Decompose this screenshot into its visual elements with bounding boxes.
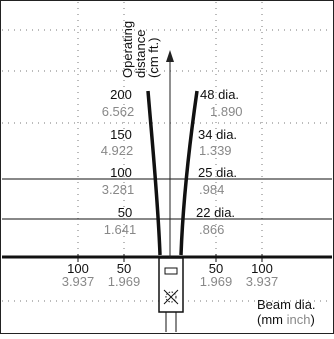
- axis-arrowhead: [166, 50, 174, 62]
- diameter-inch-48: 1.890: [210, 104, 243, 119]
- photoelectric-sensor-icon: [158, 257, 184, 332]
- x-title-line-2: (mm inch): [257, 312, 315, 327]
- beam-edge-right: [179, 90, 199, 256]
- scale-right-mm-100: 100: [251, 261, 273, 276]
- scale-ticks: [77, 254, 263, 262]
- scale-left-inch-50: 1.969: [108, 274, 141, 289]
- y-title-line-1: Operating: [120, 21, 135, 78]
- distance-cm-50: 50: [118, 205, 132, 220]
- distance-ft-150: 4.922: [101, 143, 134, 158]
- scale-left-inch-100: 3.937: [62, 274, 95, 289]
- distance-ft-100: 3.281: [102, 182, 135, 197]
- diameter-mm-22: 22 dia.: [196, 205, 235, 220]
- scale-left-mm-100: 100: [67, 261, 89, 276]
- y-title-line-2: distance: [133, 30, 148, 78]
- diameter-inch-34: 1.339: [199, 143, 232, 158]
- diameter-inch-25: .984: [199, 182, 224, 197]
- y-axis-title: Operating distance (cm ft.): [120, 21, 161, 78]
- diameter-mm-48: 48 dia.: [200, 87, 239, 102]
- distance-labels: 200 6.562 150 4.922 100 3.281 50 1.641: [101, 87, 137, 237]
- diameter-mm-25: 25 dia.: [198, 165, 237, 180]
- distance-lines: [2, 178, 332, 220]
- distance-ft-50: 1.641: [104, 222, 137, 237]
- grid: [2, 2, 332, 302]
- distance-ft-200: 6.562: [102, 104, 135, 119]
- distance-cm-100: 100: [110, 165, 132, 180]
- scale-left-mm-50: 50: [117, 261, 131, 276]
- scale-right-inch-50: 1.969: [200, 274, 233, 289]
- diameter-inch-22: .866: [199, 222, 224, 237]
- beam-edge-left: [146, 90, 162, 256]
- scale-right-mm-50: 50: [209, 261, 223, 276]
- beam-scale: 100 3.937 50 1.969 50 1.969 100 3.937: [62, 261, 279, 289]
- x-title-line-1: Beam dia.: [257, 297, 316, 312]
- scale-right-inch-100: 3.937: [246, 274, 279, 289]
- y-title-line-3: (cm ft.): [146, 38, 161, 78]
- diameter-labels: 48 dia. 1.890 34 dia. 1.339 25 dia. .984…: [196, 87, 243, 237]
- distance-cm-200: 200: [110, 87, 132, 102]
- distance-cm-150: 150: [110, 127, 132, 142]
- x-axis-title: Beam dia. (mm inch): [257, 297, 316, 327]
- diameter-mm-34: 34 dia.: [198, 127, 237, 142]
